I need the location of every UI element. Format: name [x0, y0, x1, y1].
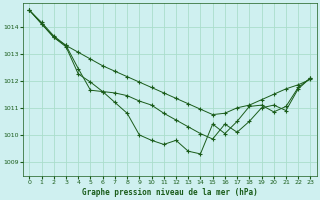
X-axis label: Graphe pression niveau de la mer (hPa): Graphe pression niveau de la mer (hPa): [82, 188, 258, 197]
